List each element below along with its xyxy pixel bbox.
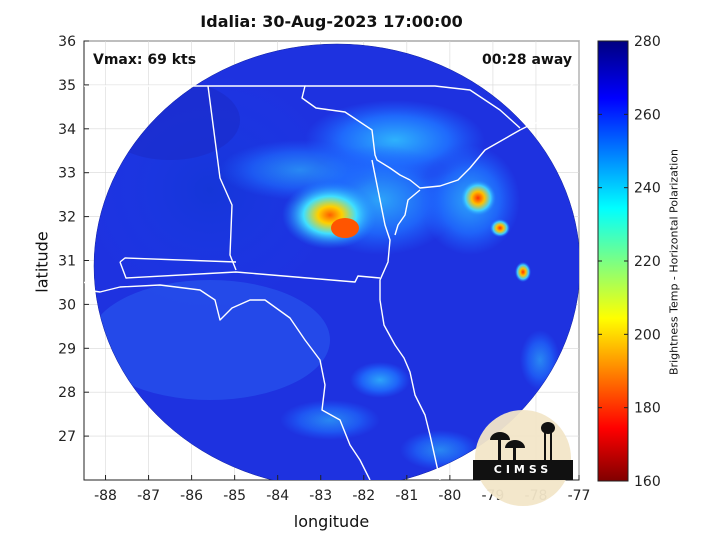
x-tick-label: -81: [395, 488, 418, 504]
colorbar-label: Brightness Temp - Horizontal Polarizatio…: [667, 149, 681, 375]
colorbar-tick-label: 280: [634, 34, 661, 50]
x-tick-label: -84: [266, 488, 289, 504]
vmax-label: Vmax: 69 kts: [93, 52, 197, 68]
y-tick-label: 34: [58, 122, 76, 138]
x-tick-label: -77: [568, 488, 591, 504]
x-tick-label: -83: [309, 488, 332, 504]
x-axis-label: longitude: [293, 512, 370, 531]
x-tick-label: -85: [223, 488, 246, 504]
y-tick-label: 30: [58, 297, 76, 313]
colorbar-tick-label: 200: [634, 327, 661, 343]
x-tick-label: -88: [94, 488, 117, 504]
y-tick-label: 33: [58, 166, 76, 182]
y-tick-label: 27: [58, 429, 76, 445]
cimss-logo: [473, 410, 573, 506]
x-tick-label: -80: [438, 488, 461, 504]
colorbar-tick-label: 220: [634, 254, 661, 270]
colorbar: [597, 40, 629, 482]
map-title: Idalia: 30-Aug-2023 17:00:00: [200, 12, 463, 31]
coastline-borders: [84, 79, 579, 480]
x-tick-label: -87: [137, 488, 160, 504]
y-axis-label: latitude: [32, 231, 52, 293]
y-tick-label: 36: [58, 34, 76, 50]
time-away-label: 00:28 away: [482, 52, 572, 68]
y-tick-label: 31: [58, 254, 76, 270]
x-tick-label: -86: [180, 488, 203, 504]
y-tick-label: 35: [58, 78, 76, 94]
y-tick-label: 28: [58, 385, 76, 401]
cimss-logo-text: CIMSS: [493, 463, 553, 476]
colorbar-tick-label: 260: [634, 107, 661, 123]
y-axis-ticks: 27 28 29 30 31 32 33 34 35 36: [58, 34, 89, 445]
y-tick-label: 29: [58, 341, 76, 357]
y-tick-label: 32: [58, 210, 76, 226]
colorbar-tick-label: 240: [634, 181, 661, 197]
colorbar-tick-label: 180: [634, 401, 661, 417]
colorbar-ticks: 160 180 200 220 240 260 280: [598, 34, 661, 490]
x-tick-label: -82: [352, 488, 375, 504]
colorbar-tick-label: 160: [634, 474, 661, 490]
